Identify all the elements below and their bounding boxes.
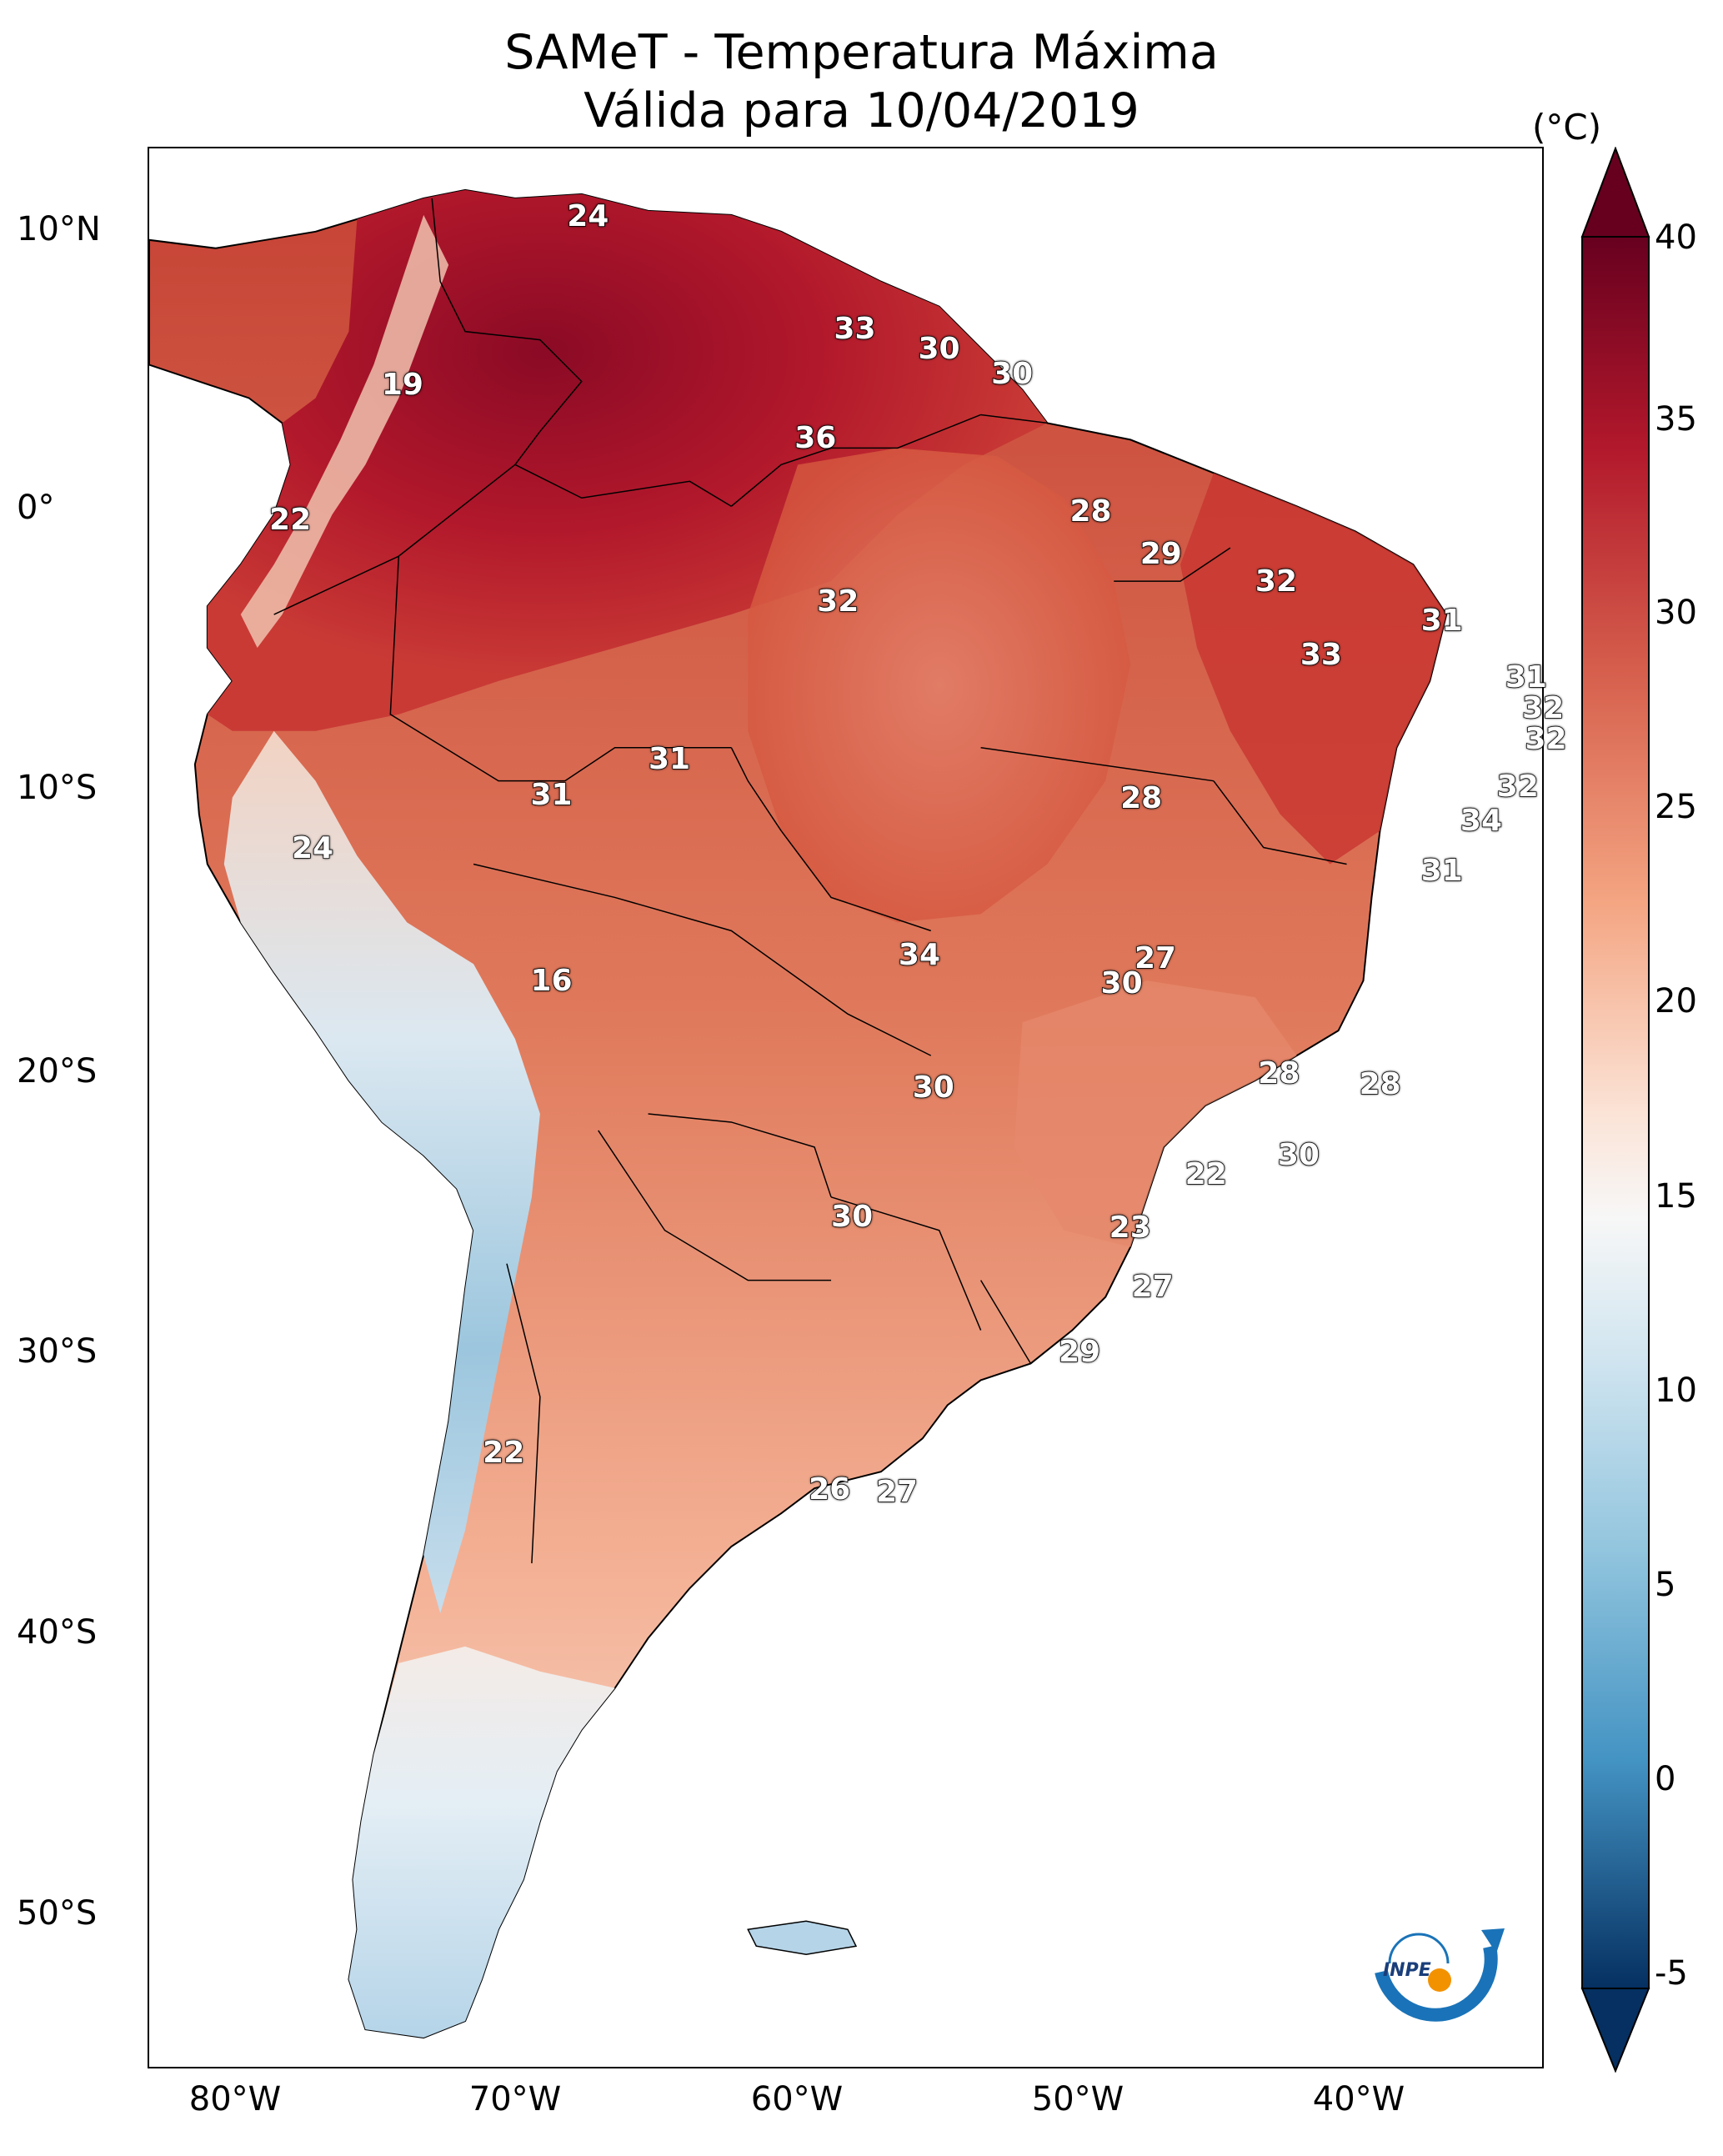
contour-label: 33 — [834, 311, 877, 347]
lon-tick-70w: 70°W — [468, 2080, 562, 2118]
contour-label: 28 — [1258, 1055, 1301, 1091]
region-southeast — [1014, 980, 1297, 1247]
contour-label: 31 — [648, 741, 691, 777]
region-andes-cold — [223, 730, 540, 1613]
contour-label: 32 — [1255, 564, 1298, 600]
temperature-map — [149, 188, 1448, 2039]
contour-label: 36 — [794, 421, 837, 457]
colorbar-tick-minus5: -5 — [1655, 1954, 1688, 1993]
contour-label: 22 — [268, 502, 312, 538]
contour-label: 28 — [1069, 494, 1113, 529]
contour-label: 28 — [1359, 1067, 1402, 1103]
colorbar-body — [1581, 236, 1650, 1989]
svg-text:INPE: INPE — [1383, 1960, 1431, 1981]
contour-label: 30 — [1277, 1137, 1320, 1173]
region-north-andes — [240, 214, 449, 648]
contour-label: 22 — [482, 1435, 525, 1471]
colorbar-tick-30: 30 — [1655, 594, 1697, 632]
colorbar-tick-40: 40 — [1655, 218, 1697, 257]
lat-tick-30s: 30°S — [17, 1332, 98, 1371]
contour-label: 33 — [1300, 637, 1343, 673]
colorbar-unit: (°C) — [1532, 107, 1602, 148]
region-brazil-interior — [748, 448, 1131, 923]
colorbar-tick-0: 0 — [1655, 1760, 1676, 1798]
colorbar-bottom-arrow — [1580, 1988, 1650, 2073]
contour-label: 32 — [816, 584, 859, 619]
contour-label: 28 — [1119, 780, 1163, 816]
contour-label: 32 — [1521, 690, 1565, 726]
contour-label: 29 — [1139, 536, 1183, 572]
colorbar-tick-25: 25 — [1655, 788, 1697, 826]
contour-label: 31 — [530, 778, 573, 814]
lat-tick-50s: 50°S — [17, 1894, 98, 1933]
lat-tick-40s: 40°S — [17, 1613, 98, 1652]
contour-label: 26 — [808, 1472, 851, 1507]
inpe-logo: INPE — [1375, 1928, 1505, 2022]
map-panel[interactable] — [148, 147, 1544, 2068]
colorbar-top-arrow — [1580, 147, 1650, 238]
contour-label: 32 — [1496, 770, 1540, 805]
contour-label: 34 — [898, 938, 941, 974]
contour-label: 29 — [1058, 1334, 1101, 1370]
contour-label: 27 — [1134, 940, 1177, 976]
region-patagonia — [348, 1646, 615, 2038]
contour-label: 30 — [1100, 965, 1144, 1001]
contour-label: 32 — [1525, 721, 1568, 757]
contour-label: 27 — [1131, 1269, 1175, 1305]
contour-label: 24 — [566, 198, 609, 234]
region-northeast-hot — [1180, 473, 1447, 865]
contour-label: 19 — [381, 368, 424, 404]
map-title-line1: SAMeT - Temperatura Máxima — [504, 25, 1219, 80]
lon-tick-60w: 60°W — [750, 2080, 844, 2118]
contour-label: 31 — [1420, 604, 1464, 639]
lat-tick-10s: 10°S — [17, 769, 98, 807]
contour-label: 27 — [875, 1474, 919, 1510]
contour-label: 30 — [912, 1070, 955, 1106]
contour-label: 16 — [530, 963, 573, 999]
contour-label: 34 — [1460, 803, 1503, 839]
lon-tick-80w: 80°W — [188, 2080, 282, 2118]
lon-tick-40w: 40°W — [1312, 2080, 1405, 2118]
country-borders — [273, 198, 1347, 1564]
map-title: SAMeT - Temperatura Máxima Válida para 1… — [0, 23, 1723, 140]
colorbar-graphic — [1580, 147, 1650, 2073]
colorbar-tick-20: 20 — [1655, 982, 1697, 1020]
contour-label: 30 — [830, 1199, 874, 1235]
map-title-line2: Válida para 10/04/2019 — [584, 83, 1139, 138]
lon-tick-50w: 50°W — [1031, 2080, 1124, 2118]
contour-label: 30 — [990, 356, 1034, 392]
contour-label: 24 — [291, 831, 334, 867]
falkland-islands — [747, 1920, 858, 1955]
colorbar-tick-35: 35 — [1655, 400, 1697, 439]
colorbar-tick-15: 15 — [1655, 1177, 1697, 1216]
contour-label: 31 — [1420, 854, 1464, 890]
contour-label: 31 — [1505, 659, 1548, 695]
lat-tick-0: 0° — [17, 489, 55, 527]
colorbar-tick-5: 5 — [1655, 1566, 1676, 1604]
colorbar-tick-10: 10 — [1655, 1371, 1697, 1410]
colorbar — [1574, 147, 1657, 2073]
lat-tick-20s: 20°S — [17, 1052, 98, 1091]
contour-label: 22 — [1185, 1157, 1228, 1193]
contour-label: 30 — [918, 331, 961, 367]
contour-label: 23 — [1109, 1211, 1152, 1246]
lat-tick-10n: 10°N — [17, 210, 101, 248]
